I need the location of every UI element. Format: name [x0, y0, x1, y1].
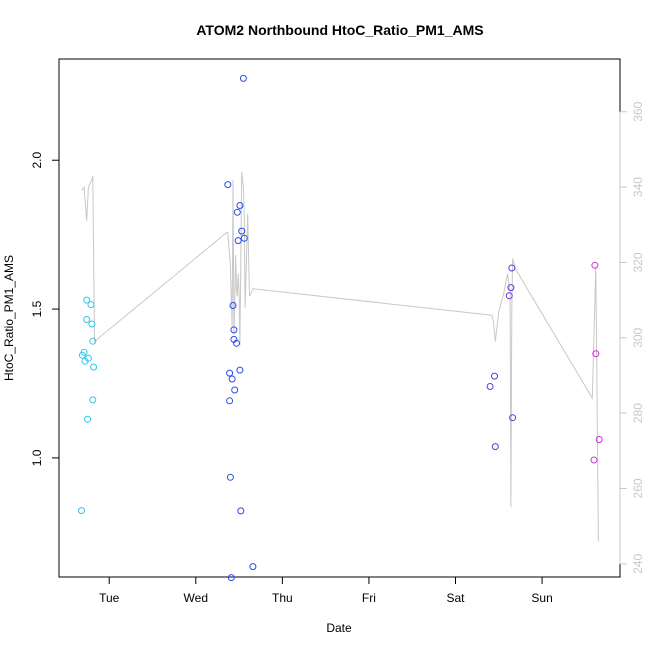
data-point — [592, 350, 600, 358]
data-point — [236, 202, 244, 209]
data-point — [238, 227, 246, 235]
x-axis: Tue Wed Thu Fri Sat Sun — [99, 577, 553, 605]
data-point — [234, 237, 242, 245]
y-tick-label: 1.5 — [30, 300, 44, 317]
data-point — [89, 337, 97, 345]
data-point — [226, 473, 234, 481]
y-tick-label: 2.0 — [30, 152, 44, 169]
data-point — [237, 507, 245, 515]
secondary-series-line — [81, 171, 599, 542]
data-point — [226, 369, 234, 377]
x-tick-label: Sat — [447, 591, 466, 605]
data-point — [595, 436, 603, 443]
x-tick-label: Fri — [362, 591, 376, 605]
x-tick-label: Thu — [272, 591, 293, 605]
data-point — [84, 354, 92, 362]
y-axis-label: HtoC_Ratio_PM1_AMS — [2, 255, 16, 381]
data-point — [84, 415, 92, 423]
data-point — [226, 397, 234, 405]
secondary-series — [81, 171, 599, 542]
secondary-y-tick-label: 360 — [631, 101, 645, 121]
data-point — [83, 296, 91, 304]
data-point — [90, 363, 98, 371]
plot-frame — [58, 58, 621, 578]
data-point — [227, 574, 235, 582]
secondary-y-tick-label: 240 — [631, 553, 645, 573]
secondary-y-tick-label: 340 — [631, 177, 645, 197]
data-point — [591, 261, 599, 269]
data-point — [590, 456, 598, 464]
x-tick-label: Tue — [99, 591, 120, 605]
x-axis-label: Date — [326, 621, 352, 635]
secondary-y-tick-label: 260 — [631, 478, 645, 498]
secondary-y-axis: 240 260 280 300 320 340 360 — [619, 101, 645, 574]
secondary-y-tick-label: 300 — [631, 327, 645, 347]
data-point — [491, 443, 499, 451]
data-point — [491, 372, 498, 380]
data-point — [83, 316, 91, 323]
data-point — [486, 383, 494, 390]
data-point — [78, 507, 85, 515]
data-point — [509, 414, 517, 422]
data-point — [89, 396, 97, 404]
data-point — [87, 301, 95, 309]
x-tick-label: Wed — [184, 591, 208, 605]
y-tick-label: 1.0 — [30, 449, 44, 466]
data-point — [231, 386, 239, 394]
secondary-y-tick-label: 320 — [631, 252, 645, 272]
chart-title: ATOM2 Northbound HtoC_Ratio_PM1_AMS — [196, 22, 483, 38]
y-axis: 1.0 1.5 2.0 — [30, 152, 59, 466]
data-point — [240, 234, 248, 242]
data-points — [78, 74, 603, 582]
data-point — [224, 181, 232, 189]
data-point — [80, 348, 88, 356]
data-point — [228, 375, 236, 383]
data-point — [233, 339, 240, 347]
data-point — [507, 284, 515, 292]
data-point — [230, 326, 238, 334]
data-point — [505, 292, 513, 300]
data-point — [88, 320, 96, 328]
secondary-y-tick-label: 280 — [631, 403, 645, 423]
data-point — [229, 302, 237, 309]
data-point — [236, 366, 244, 374]
data-point — [239, 74, 247, 82]
data-point — [249, 563, 257, 571]
x-tick-label: Sun — [531, 591, 552, 605]
data-point — [508, 264, 516, 272]
data-point — [233, 208, 241, 216]
